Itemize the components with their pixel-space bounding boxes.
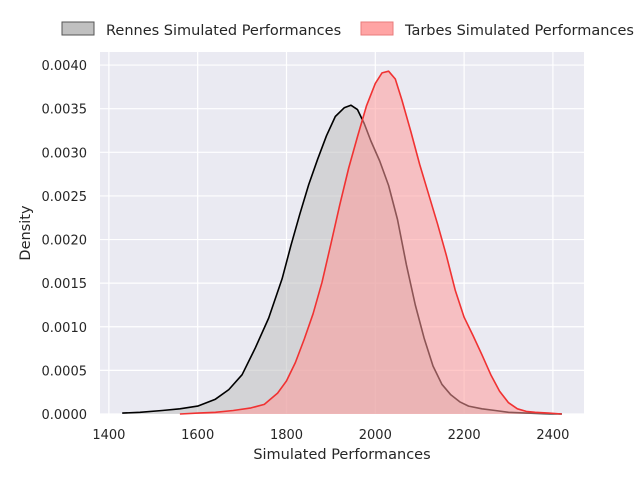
- x-tick-label: 1400: [92, 428, 125, 443]
- density-line-tarbes: [179, 70, 562, 415]
- y-tick-labels: 0.0000 0.0005 0.0010 0.0015 0.0020 0.0025 0.00…: [42, 59, 88, 423]
- y-tick-label: 0.0020: [42, 234, 88, 249]
- legend-swatch-rennes: [61, 21, 95, 36]
- y-tick-label: 0.0010: [42, 321, 88, 336]
- y-tick-label: 0.0005: [42, 364, 88, 379]
- y-axis-title: Density: [18, 205, 34, 261]
- x-tick-label: 2000: [359, 428, 392, 443]
- x-tick-label: 1800: [270, 428, 303, 443]
- x-tick-labels: 1400 1600 1800 2000 2200 2400: [92, 428, 569, 443]
- x-axis-title: Simulated Performances: [253, 447, 430, 463]
- legend-label-rennes: Rennes Simulated Performances: [106, 23, 341, 39]
- legend-swatch-tarbes: [360, 21, 394, 36]
- y-tick-label: 0.0025: [42, 190, 88, 205]
- y-tick-label: 0.0000: [42, 408, 88, 423]
- legend: Rennes Simulated Performances Tarbes Sim…: [61, 21, 634, 39]
- y-tick-label: 0.0040: [42, 59, 88, 74]
- legend-label-tarbes: Tarbes Simulated Performances: [404, 23, 634, 39]
- x-tick-label: 2200: [448, 428, 481, 443]
- y-tick-label: 0.0035: [42, 103, 88, 118]
- series-layer: [122, 70, 562, 415]
- x-tick-label: 1600: [181, 428, 214, 443]
- density-area-tarbes: [179, 71, 562, 414]
- x-tick-label: 2400: [536, 428, 569, 443]
- y-tick-label: 0.0015: [42, 277, 88, 292]
- y-tick-label: 0.0030: [42, 146, 88, 161]
